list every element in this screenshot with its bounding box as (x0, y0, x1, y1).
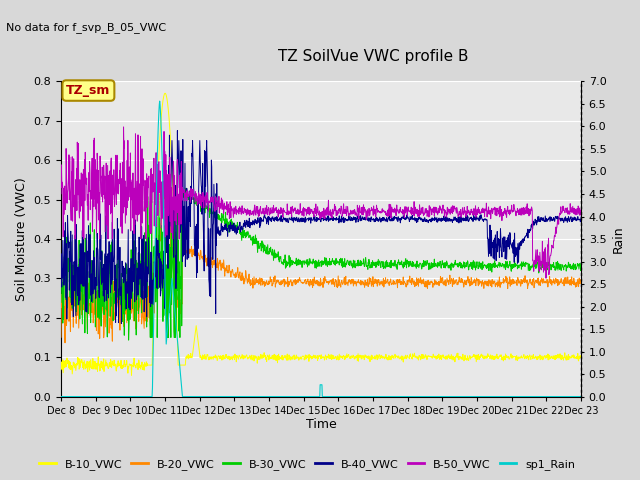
Legend: B-10_VWC, B-20_VWC, B-30_VWC, B-40_VWC, B-50_VWC, sp1_Rain: B-10_VWC, B-20_VWC, B-30_VWC, B-40_VWC, … (35, 455, 580, 474)
Text: No data for f_svp_B_05_VWC: No data for f_svp_B_05_VWC (6, 22, 166, 33)
Y-axis label: Rain: Rain (612, 225, 625, 253)
Y-axis label: Soil Moisture (VWC): Soil Moisture (VWC) (15, 177, 28, 301)
Text: TZ_sm: TZ_sm (66, 84, 111, 97)
Title: TZ SoilVue VWC profile B: TZ SoilVue VWC profile B (278, 48, 468, 63)
X-axis label: Time: Time (306, 419, 337, 432)
